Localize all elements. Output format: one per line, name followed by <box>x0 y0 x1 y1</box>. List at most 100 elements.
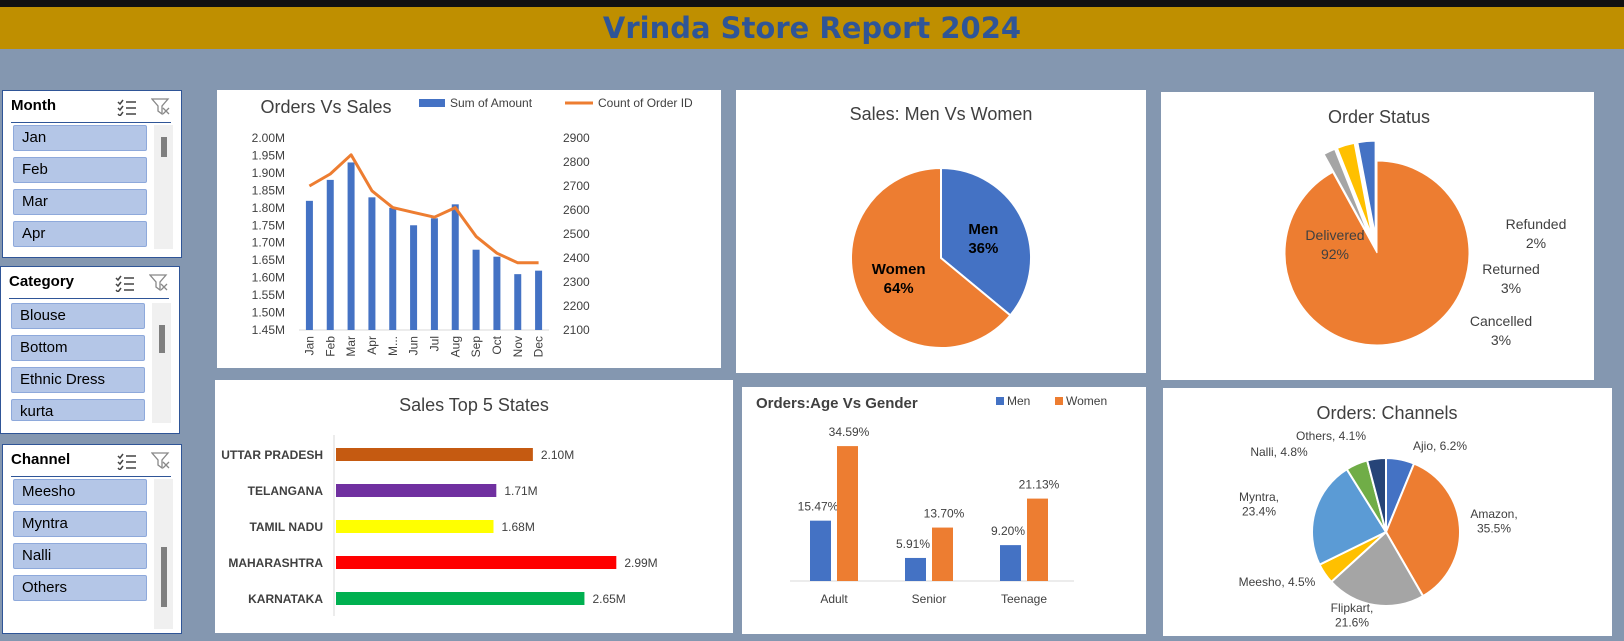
slicer-item[interactable]: Mar <box>13 189 147 215</box>
y-left-tick-label: 1.80M <box>252 201 285 215</box>
pie-label-category: Cancelled <box>1470 313 1532 329</box>
slicer-item[interactable]: Others <box>13 575 147 601</box>
slicer-header-line <box>11 476 171 477</box>
panel-sales-men-women: Sales: Men Vs Women Men 36% Women 64% <box>736 90 1146 373</box>
slicer-scrollbar[interactable] <box>154 479 173 629</box>
clear-filter-icon[interactable] <box>149 274 169 292</box>
scrollbar-thumb[interactable] <box>159 325 165 353</box>
multi-select-icon[interactable] <box>117 452 137 470</box>
y-right-tick-label: 2200 <box>563 299 590 313</box>
x-tick-label: Jul <box>427 336 441 351</box>
scrollbar-thumb[interactable] <box>161 137 167 157</box>
chart-title: Orders: Channels <box>1316 403 1457 423</box>
y-right-tick-label: 2100 <box>563 323 590 337</box>
slicer-scrollbar[interactable] <box>152 303 171 423</box>
slicer-item[interactable]: Myntra <box>13 511 147 537</box>
chart-title: Sales: Men Vs Women <box>850 104 1033 124</box>
clear-filter-icon[interactable] <box>151 98 171 116</box>
bar-data-label: 15.47% <box>798 500 839 514</box>
y-right-tick-label: 2900 <box>563 131 590 145</box>
y-left-tick-label: 1.60M <box>252 271 285 285</box>
pie-slice-men <box>940 166 1032 317</box>
multi-select-icon[interactable] <box>115 274 135 292</box>
bar-data-label: 21.13% <box>1019 478 1060 492</box>
y-right-tick-label: 2600 <box>563 203 590 217</box>
slicer-scrollbar[interactable] <box>154 125 173 249</box>
x-tick-label: Aug <box>448 336 462 357</box>
slicer-header-line <box>9 298 169 299</box>
x-tick-label: Teenage <box>1001 592 1047 606</box>
slicer-item[interactable]: Feb <box>13 157 147 183</box>
x-tick-label: Sep <box>469 336 483 358</box>
pie-label-percent: 3% <box>1501 280 1521 296</box>
clear-filter-icon[interactable] <box>151 452 171 470</box>
bar-women <box>837 446 858 581</box>
bar-sum-of-amount <box>326 179 334 330</box>
top-strip <box>0 0 1624 7</box>
orders-vs-sales-chart: Orders Vs Sales Sum of Amount Count of Ord… <box>252 96 693 358</box>
legend-swatch-men <box>996 397 1004 405</box>
bar-men <box>810 520 831 581</box>
x-tick-label: Senior <box>912 592 947 606</box>
slicer-item[interactable]: Bottom <box>11 335 145 361</box>
slicer-item[interactable]: Jan <box>13 125 147 151</box>
bar-data-label: 5.91% <box>896 537 930 551</box>
bar-sum-of-amount <box>514 274 522 330</box>
pie-slice-channel <box>1329 530 1425 607</box>
bar-women <box>932 527 953 581</box>
pie-data-label: Amazon, 35.5% <box>1470 507 1517 535</box>
bar-sum-of-amount <box>389 207 397 330</box>
y-right-tick-label: 2800 <box>563 155 590 169</box>
bar-women <box>1027 498 1048 581</box>
y-right-tick-label: 2300 <box>563 275 590 289</box>
bar-data-label: 9.20% <box>991 524 1025 538</box>
y-left-tick-label: 1.45M <box>252 323 285 337</box>
panel-orders-vs-sales: Orders Vs Sales Sum of Amount Count of Ord… <box>217 90 721 368</box>
scrollbar-thumb[interactable] <box>161 547 167 607</box>
bar-sum-of-amount <box>430 218 438 330</box>
bar-sum-of-amount <box>305 200 313 330</box>
bar-men <box>1000 545 1021 581</box>
slicer-item[interactable]: Blouse <box>11 303 145 329</box>
pie-slice-delivered <box>1284 160 1470 346</box>
pie-label-percent: 92% <box>1321 246 1349 262</box>
bar-state <box>336 448 533 461</box>
slicer-title: Channel <box>11 451 71 468</box>
bar-state <box>336 520 494 533</box>
chart-title: Orders Vs Sales <box>260 97 391 117</box>
x-tick-label: Feb <box>323 336 337 357</box>
pie-data-label: Others, 4.1% <box>1296 429 1366 443</box>
legend-label: Men <box>1007 394 1030 408</box>
multi-select-icon[interactable] <box>117 98 137 116</box>
x-tick-label: Dec <box>532 336 546 357</box>
pie-label-percent: 3% <box>1491 332 1511 348</box>
y-left-tick-label: 1.50M <box>252 306 285 320</box>
slicer-item[interactable]: Meesho <box>13 479 147 505</box>
bar-data-label: 34.59% <box>829 425 870 439</box>
slicer-item[interactable]: Apr <box>13 221 147 247</box>
slicer-header-line <box>11 122 171 123</box>
y-tick-label: MAHARASHTRA <box>228 556 323 570</box>
legend-swatch-amount <box>419 99 445 107</box>
y-right-tick-label: 2700 <box>563 179 590 193</box>
y-left-tick-label: 1.90M <box>252 166 285 180</box>
age-gender-chart: Orders:Age Vs Gender Men Women Adult 15.47% 3… <box>756 394 1107 606</box>
slicer-item[interactable]: kurta <box>11 399 145 421</box>
sales-men-women-chart: Sales: Men Vs Women Men 36% Women 64% <box>850 104 1033 349</box>
y-right-tick-label: 2400 <box>563 251 590 265</box>
chart-title: Order Status <box>1328 107 1430 127</box>
y-left-tick-label: 1.70M <box>252 236 285 250</box>
legend-label: Count of Order ID <box>598 96 693 110</box>
slicer-item[interactable]: Ethnic Dress <box>11 367 145 393</box>
bar-sum-of-amount <box>451 204 459 330</box>
pie-label-percent: 36% <box>968 240 998 257</box>
slicer-channel: Channel Meesho Myntra Nalli Others <box>2 444 182 634</box>
y-left-tick-label: 1.65M <box>252 253 285 267</box>
panel-order-status: Order Status Delivered 92% Refunded 2% Return… <box>1161 92 1594 380</box>
bar-sum-of-amount <box>410 225 418 330</box>
bar-state <box>336 592 585 605</box>
pie-label-category: Women <box>872 261 926 278</box>
slicer-item[interactable]: Nalli <box>13 543 147 569</box>
top-states-chart: Sales Top 5 States UTTAR PRADESH 2.10M TELA… <box>221 395 658 616</box>
panel-age-gender: Orders:Age Vs Gender Men Women Adult 15.47% 3… <box>742 387 1146 634</box>
